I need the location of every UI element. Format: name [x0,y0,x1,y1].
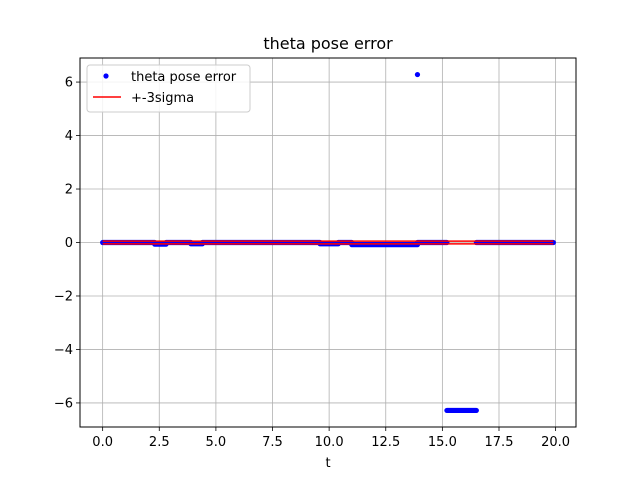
legend-box [86,64,251,113]
y-axis-ticks: −6 −4 −2 0 2 4 6 [54,76,80,411]
x-tick-label: 12.5 [371,435,400,450]
x-tick-label: 15.0 [428,435,457,450]
x-tick-label: 2.5 [149,435,170,450]
x-tick-label: 17.5 [485,435,514,450]
y-tick-label: 2 [65,183,73,198]
error-point [414,71,421,78]
y-tick-label: −4 [54,343,73,358]
x-tick-label: 20.0 [541,435,570,450]
legend: theta pose error +-3sigma [86,64,251,113]
y-tick-label: 6 [65,76,73,91]
legend-marker-theta-pose-error [103,73,109,79]
x-axis-label: t [325,456,330,471]
y-tick-label: −2 [54,289,73,304]
x-tick-label: 5.0 [206,435,227,450]
x-tick-label: 7.5 [262,435,283,450]
x-tick-label: 0.0 [92,435,113,450]
legend-label-3sigma: +-3sigma [131,91,194,106]
legend-label-theta-pose-error: theta pose error [131,70,237,85]
chart-title: theta pose error [263,34,393,53]
x-tick-label: 10.0 [315,435,344,450]
y-tick-label: 0 [65,236,73,251]
data-marks [100,71,556,414]
y-tick-label: −6 [54,396,73,411]
y-tick-label: 4 [65,129,73,144]
x-axis-ticks: 0.0 2.5 5.0 7.5 10.0 12.5 15.0 17.5 20.0 [92,427,570,450]
